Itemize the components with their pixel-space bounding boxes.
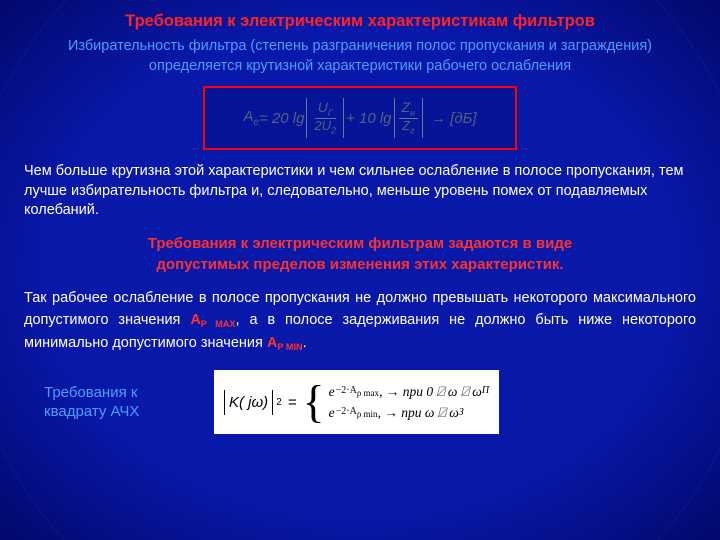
- bottom-label: Требования к квадрату АЧХ: [44, 383, 184, 422]
- formula-1: Ae = 20 lg UГ 2U2 + 10 lg Zн Zг → [дБ]: [203, 86, 517, 150]
- slide-title: Требования к электрическим характеристик…: [24, 12, 696, 31]
- formula-2: K( jω)2 = { e−2·Aρ max, → при 0 ⍁ ω ⍁ ωП…: [214, 370, 499, 434]
- paragraph-justify: Так рабочее ослабление в полосе пропуска…: [24, 287, 696, 354]
- content-area: Требования к электрическим характеристик…: [0, 0, 720, 434]
- slide-root: Требования к электрическим характеристик…: [0, 0, 720, 540]
- paragraph-white: Чем больше крутизна этой характеристики …: [24, 162, 696, 221]
- intro-paragraph: Избирательность фильтра (степень разгран…: [24, 37, 696, 76]
- bottom-row: Требования к квадрату АЧХ K( jω)2 = { e−…: [24, 370, 696, 434]
- paragraph-red: Требования к электрическим фильтрам зада…: [24, 233, 696, 275]
